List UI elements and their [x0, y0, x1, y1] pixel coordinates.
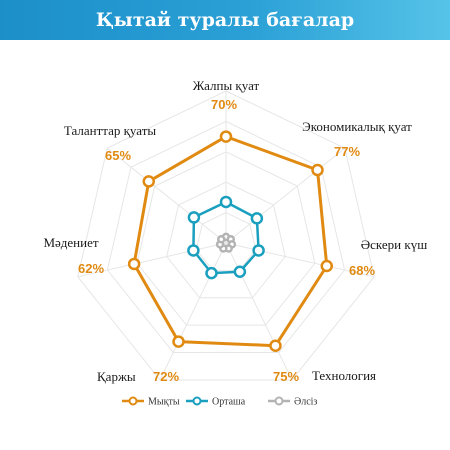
grid-spoke-3: [225, 242, 375, 278]
grid-ring-2: [166, 181, 286, 299]
legend-label-1: Мықты: [148, 397, 180, 408]
grid-ring-4: [106, 120, 346, 354]
value-label-6: 62%: [78, 261, 104, 276]
grid-spoke-7: [106, 147, 227, 244]
axis-label-3: Әскери күш: [361, 237, 427, 252]
series-1-point-5: [172, 335, 185, 348]
series-1-point-4: [269, 339, 282, 352]
series-2-point-2: [250, 212, 264, 225]
value-label-5: 72%: [153, 369, 179, 384]
value-label-7: 65%: [105, 148, 131, 163]
series-line-1: [132, 135, 329, 348]
value-label-4: 75%: [273, 369, 299, 384]
grid-spoke-5: [159, 242, 227, 381]
value-label-2: 77%: [334, 144, 360, 159]
grid-ring-1: [195, 212, 257, 271]
legend-label-2: Орташа: [212, 397, 246, 408]
series-2-point-3: [252, 244, 265, 257]
series-2-point-1: [219, 195, 233, 209]
axis-label-4: Технология: [312, 368, 376, 383]
axis-label-2: Экономикалық қуат: [302, 119, 412, 134]
series-1-point-6: [127, 257, 141, 271]
title-banner: Қытай туралы бағалар: [0, 0, 450, 40]
axis-label-5: Қаржы: [97, 369, 136, 384]
series-2-point-7: [187, 211, 201, 224]
series-2-point-6: [187, 244, 200, 257]
series-1-point-3: [320, 259, 334, 273]
series-1-point-7: [142, 175, 156, 188]
legend-marker-3: [274, 396, 284, 406]
axis-label-1: Жалпы қуат: [193, 78, 260, 93]
grid-spoke-6: [77, 242, 227, 278]
series-2-point-4: [233, 265, 247, 279]
chart-title: Қытай туралы бағалар: [95, 9, 355, 31]
grid-spoke-4: [225, 242, 293, 381]
value-label-1: 70%: [211, 97, 237, 112]
grid-spoke-2: [225, 147, 346, 244]
legend-label-3: Әлсіз: [294, 397, 317, 408]
grid-ring-5: [77, 90, 375, 381]
legend-marker-1: [128, 396, 138, 406]
series-3-point-7: [216, 234, 226, 244]
legend-marker-2: [192, 396, 202, 406]
series-2-point-5: [205, 266, 218, 280]
axis-label-7: Таланттар қуаты: [64, 123, 157, 138]
axis-label-6: Мәдениет: [43, 235, 98, 250]
grid-ring-3: [136, 151, 316, 326]
value-label-3: 68%: [349, 263, 375, 278]
series-1-point-2: [311, 163, 324, 177]
series-1-point-1: [219, 130, 233, 143]
